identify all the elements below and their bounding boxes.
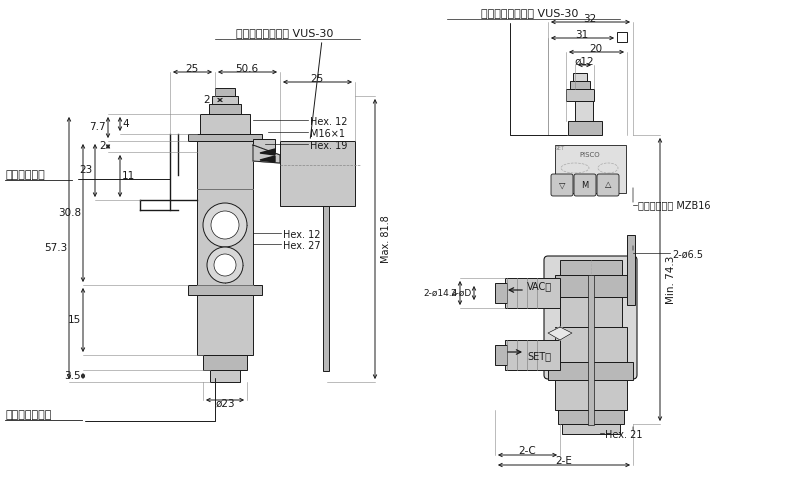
Bar xyxy=(197,295,253,355)
FancyBboxPatch shape xyxy=(551,174,573,196)
Text: デジタルセンサ： VUS-30: デジタルセンサ： VUS-30 xyxy=(236,28,334,38)
Bar xyxy=(548,362,633,380)
Bar xyxy=(505,340,560,370)
Bar xyxy=(555,275,627,297)
Bar xyxy=(280,141,355,206)
Bar xyxy=(197,141,253,189)
Text: 57.3: 57.3 xyxy=(44,243,67,253)
Text: 15: 15 xyxy=(68,315,81,325)
Bar xyxy=(188,285,262,295)
Text: デジタルセンサ： VUS-30: デジタルセンサ： VUS-30 xyxy=(482,8,578,18)
Text: Hex. 21: Hex. 21 xyxy=(605,430,642,440)
Bar xyxy=(627,235,635,305)
Text: 2: 2 xyxy=(99,141,106,151)
Bar xyxy=(203,355,247,370)
Bar xyxy=(215,88,235,96)
Bar xyxy=(197,189,253,285)
Text: △: △ xyxy=(605,181,611,190)
Bar xyxy=(212,96,238,104)
Text: Max. 81.8: Max. 81.8 xyxy=(381,215,391,263)
Polygon shape xyxy=(548,327,572,340)
Text: 50.6: 50.6 xyxy=(235,64,258,74)
Bar xyxy=(200,114,250,134)
Text: 23: 23 xyxy=(80,165,93,175)
Bar xyxy=(495,283,507,303)
Text: 2-ø6.5: 2-ø6.5 xyxy=(672,250,703,260)
Bar xyxy=(210,370,240,382)
Circle shape xyxy=(211,211,239,239)
Text: M16×1: M16×1 xyxy=(310,129,345,139)
Text: M: M xyxy=(582,181,589,190)
Text: 7.7: 7.7 xyxy=(90,122,106,132)
Text: リークポート: リークポート xyxy=(5,170,45,180)
Text: 25: 25 xyxy=(186,64,198,74)
Bar xyxy=(209,104,241,114)
Bar xyxy=(558,410,624,424)
Polygon shape xyxy=(260,156,275,162)
Bar xyxy=(617,32,627,42)
Bar xyxy=(323,206,329,371)
Bar xyxy=(495,345,507,365)
Text: Hex. 19: Hex. 19 xyxy=(310,141,347,151)
Bar xyxy=(575,101,593,121)
Text: 32: 32 xyxy=(583,14,597,24)
Text: ブラケット： MZB16: ブラケット： MZB16 xyxy=(638,200,710,210)
FancyBboxPatch shape xyxy=(597,174,619,196)
Bar xyxy=(555,380,627,410)
Text: SET: SET xyxy=(555,146,565,151)
Polygon shape xyxy=(260,149,275,155)
Text: 25: 25 xyxy=(310,74,324,84)
Text: 2-E: 2-E xyxy=(555,456,573,466)
Bar xyxy=(588,275,594,425)
Text: Min. 74.3: Min. 74.3 xyxy=(666,256,676,304)
Bar xyxy=(253,139,275,161)
Text: 4: 4 xyxy=(122,119,129,129)
Bar xyxy=(562,424,620,434)
Bar xyxy=(560,260,622,275)
Bar xyxy=(560,297,622,327)
Text: SET側: SET側 xyxy=(527,351,551,361)
Text: 31: 31 xyxy=(575,30,589,40)
Bar xyxy=(568,121,602,135)
FancyBboxPatch shape xyxy=(574,174,596,196)
Text: 2: 2 xyxy=(203,95,210,105)
Circle shape xyxy=(207,247,243,283)
Text: Hex. 12: Hex. 12 xyxy=(310,117,347,127)
Bar xyxy=(573,73,587,81)
Text: Hex. 27: Hex. 27 xyxy=(283,241,321,251)
Text: PISCO: PISCO xyxy=(580,152,600,158)
Circle shape xyxy=(203,203,247,247)
Bar xyxy=(555,327,627,362)
Text: 11: 11 xyxy=(122,171,135,181)
Bar xyxy=(505,278,560,308)
Text: ø12: ø12 xyxy=(574,57,594,67)
Text: リリーフポート: リリーフポート xyxy=(5,410,51,420)
Text: 20: 20 xyxy=(590,44,602,54)
Text: ▽: ▽ xyxy=(558,181,566,190)
Bar xyxy=(555,145,626,193)
Text: VAC側: VAC側 xyxy=(527,281,552,291)
Polygon shape xyxy=(253,145,280,163)
Text: Hex. 12: Hex. 12 xyxy=(283,230,321,240)
Text: 3.5: 3.5 xyxy=(64,371,81,381)
Text: 2-øD: 2-øD xyxy=(450,288,472,298)
Circle shape xyxy=(214,254,236,276)
Text: 2-ø14.4: 2-ø14.4 xyxy=(424,288,458,298)
Bar xyxy=(566,89,594,101)
Bar xyxy=(188,134,262,141)
FancyBboxPatch shape xyxy=(544,256,637,379)
Text: ø23: ø23 xyxy=(215,399,235,409)
Text: 2-C: 2-C xyxy=(518,446,536,456)
Bar xyxy=(570,81,590,89)
Text: 30.8: 30.8 xyxy=(58,208,81,218)
